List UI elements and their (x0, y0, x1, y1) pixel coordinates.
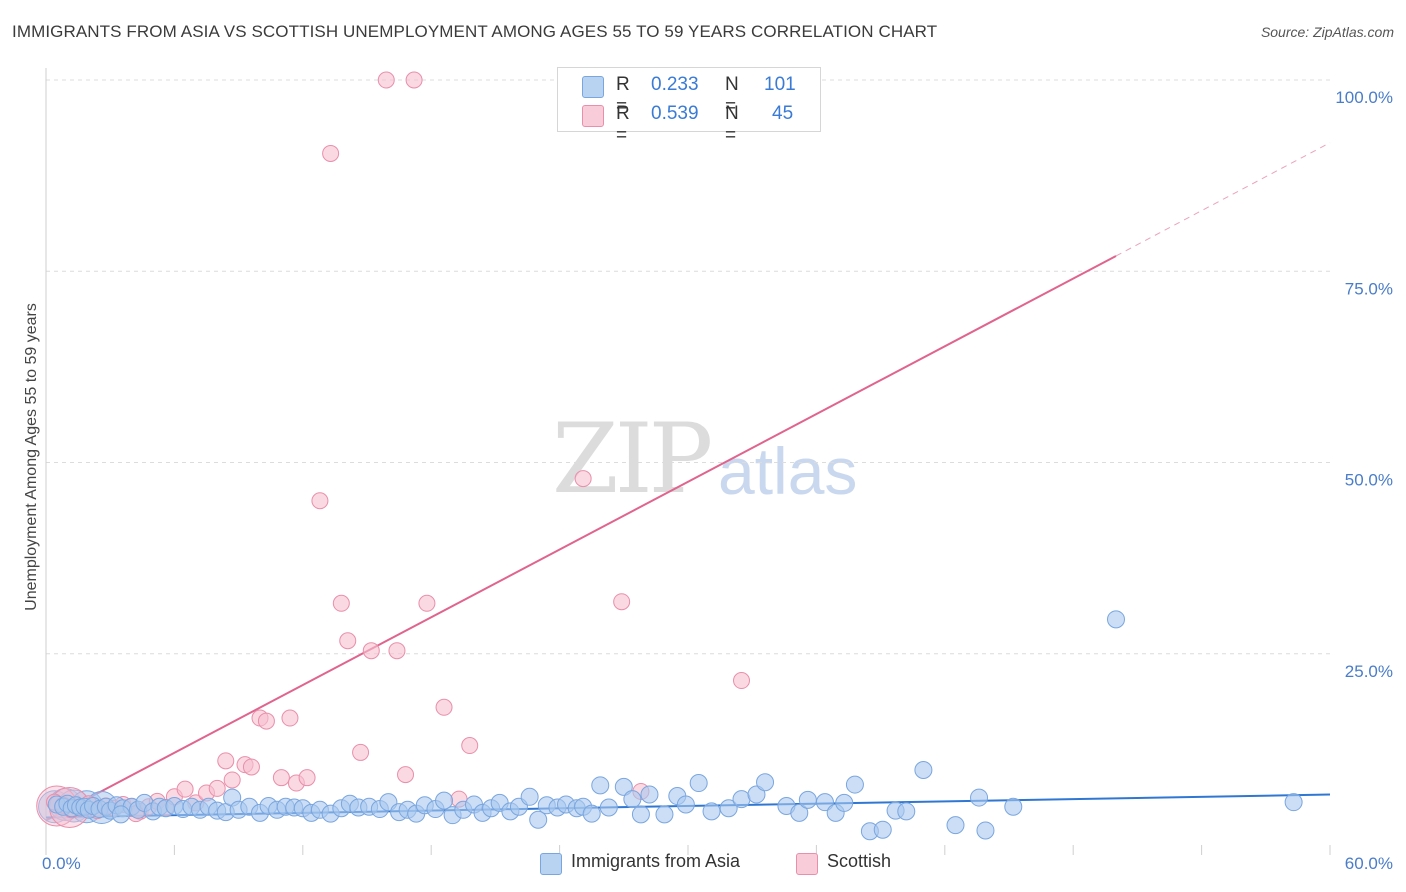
legend-swatch-pink (582, 105, 604, 127)
data-point-immigrants-from-asia (897, 802, 916, 821)
data-point-immigrants-from-asia (970, 788, 989, 807)
legend-r-label: R = (616, 103, 630, 146)
trend-line-scottish-extension (1115, 142, 1331, 257)
legend-n-label: N = (725, 103, 739, 146)
data-point-scottish (281, 709, 299, 727)
watermark-zip: ZIP (552, 403, 713, 515)
data-point-scottish (397, 766, 415, 784)
legend-n-value-pink: 45 (772, 103, 794, 124)
legend: R = 0.233 N = 101 R = 0.539 N = 45 (557, 67, 821, 146)
data-point-scottish (405, 71, 423, 89)
data-point-immigrants-from-asia (756, 773, 775, 792)
data-point-immigrants-from-asia (1004, 797, 1023, 816)
bottom-legend-swatch-pink (796, 853, 818, 875)
legend-r-value-blue: 0.233 (651, 74, 699, 95)
data-point-immigrants-from-asia (631, 805, 650, 824)
data-point-scottish (176, 780, 194, 798)
data-point-immigrants-from-asia (835, 793, 854, 812)
chart-source: Source: ZipAtlas.com (1260, 24, 1394, 40)
trend-line-scottish (45, 255, 1117, 822)
data-point-immigrants-from-asia (689, 774, 708, 793)
legend-r-label: R = (616, 74, 630, 117)
data-point-immigrants-from-asia (815, 793, 834, 812)
data-point-immigrants-from-asia (111, 805, 130, 824)
data-point-immigrants-from-asia (435, 791, 454, 810)
data-point-immigrants-from-asia (529, 810, 548, 829)
data-point-scottish (574, 470, 592, 488)
gridlines (46, 79, 1330, 655)
data-points (36, 71, 1303, 841)
y-tick-label: 25.0% (1345, 662, 1393, 681)
watermark-atlas: atlas (718, 434, 858, 508)
data-point-immigrants-from-asia (599, 798, 618, 817)
legend-r-value-pink: 0.539 (651, 103, 699, 124)
data-point-immigrants-from-asia (614, 777, 633, 796)
data-point-scottish (257, 712, 275, 730)
data-point-scottish (311, 492, 329, 510)
data-point-immigrants-from-asia (798, 790, 817, 809)
data-point-immigrants-from-asia (655, 805, 674, 824)
y-tick-label: 100.0% (1335, 88, 1393, 107)
data-point-scottish (322, 144, 340, 162)
data-point-scottish (461, 737, 479, 755)
bottom-legend-label-blue: Immigrants from Asia (571, 851, 741, 871)
bottom-legend-label-pink: Scottish (827, 851, 892, 871)
data-point-scottish (223, 771, 241, 789)
tick-labels: 25.0% 50.0% 75.0% 100.0% 0.0% 60.0% (42, 88, 1393, 873)
data-point-scottish (208, 779, 226, 797)
legend-n-label: N = (725, 74, 739, 117)
data-point-scottish (435, 698, 453, 716)
data-point-scottish (418, 594, 436, 612)
data-point-immigrants-from-asia (845, 775, 864, 794)
data-point-immigrants-from-asia (640, 785, 659, 804)
data-point-immigrants-from-asia (732, 790, 751, 809)
axes (45, 68, 1331, 855)
data-point-immigrants-from-asia (946, 816, 965, 835)
data-point-immigrants-from-asia (1107, 610, 1125, 629)
data-point-scottish (733, 672, 750, 690)
data-point-immigrants-from-asia (719, 799, 738, 818)
trend-lines (45, 142, 1331, 822)
data-point-immigrants-from-asia (790, 803, 809, 822)
legend-n-value-blue: 101 (764, 74, 796, 95)
x-tick-label: 60.0% (1345, 854, 1393, 873)
y-tick-label: 50.0% (1345, 471, 1393, 490)
data-point-scottish (272, 769, 290, 787)
data-point-scottish (613, 593, 631, 611)
data-point-scottish (362, 642, 380, 660)
data-point-scottish (242, 758, 260, 776)
chart-title: IMMIGRANTS FROM ASIA VS SCOTTISH UNEMPLO… (12, 22, 938, 41)
data-point-scottish (332, 594, 350, 612)
data-point-scottish (339, 632, 357, 650)
data-point-scottish (377, 71, 395, 89)
data-point-scottish (388, 642, 406, 660)
data-point-immigrants-from-asia (747, 785, 766, 804)
data-point-scottish (298, 769, 316, 787)
data-point-immigrants-from-asia (976, 821, 995, 840)
data-point-immigrants-from-asia (914, 761, 933, 780)
data-point-immigrants-from-asia (520, 787, 539, 806)
x-tick-label: 0.0% (42, 854, 81, 873)
data-point-immigrants-from-asia (873, 820, 892, 839)
bottom-legend-swatch-blue (540, 853, 562, 875)
y-tick-label: 75.0% (1345, 279, 1393, 298)
data-point-immigrants-from-asia (1284, 793, 1303, 812)
data-point-immigrants-from-asia (582, 804, 601, 823)
y-axis-label: Unemployment Among Ages 55 to 59 years (23, 303, 40, 611)
data-point-immigrants-from-asia (591, 776, 610, 795)
legend-swatch-blue (582, 76, 604, 98)
data-point-immigrants-from-asia (702, 802, 721, 821)
data-point-scottish (352, 743, 370, 761)
data-point-scottish (217, 752, 235, 770)
data-point-immigrants-from-asia (623, 790, 642, 809)
data-point-immigrants-from-asia (676, 795, 695, 814)
